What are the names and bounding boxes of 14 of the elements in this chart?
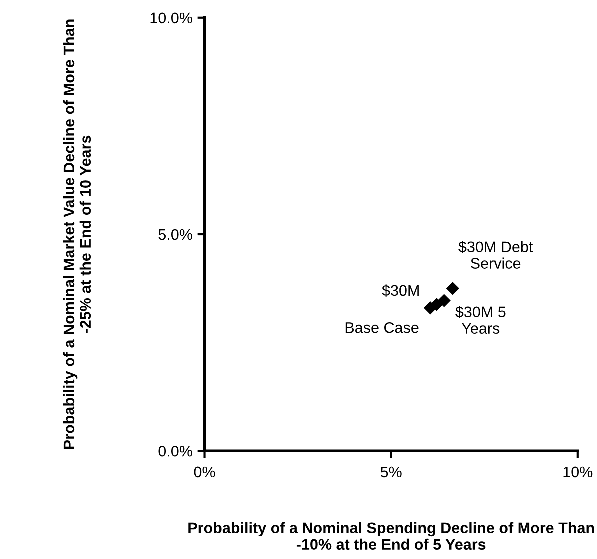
y-axis-title: Probability of a Nominal Market Value Decline of More Than -25% at the End of 10 Years <box>63 20 92 450</box>
annotation: $30M Debt Service <box>458 241 534 269</box>
y-tick-label: 0.0% <box>158 446 192 457</box>
y-tick-label: 5.0% <box>158 229 192 240</box>
annotation: $30M 5 Years <box>456 306 506 334</box>
x-tick-label: 10% <box>564 466 593 478</box>
y-tick-label: 10.0% <box>150 12 192 24</box>
point <box>438 294 451 308</box>
x-tick-label: 5% <box>380 466 402 478</box>
x-tick-label: 0% <box>194 466 216 478</box>
annotation: $30M <box>382 284 419 298</box>
point <box>446 282 460 296</box>
annotation: Base Case <box>346 322 419 334</box>
x-axis-title: Probability of a Nominal Spending Decline of More Than -10% at the End of 5 Years <box>188 522 594 550</box>
